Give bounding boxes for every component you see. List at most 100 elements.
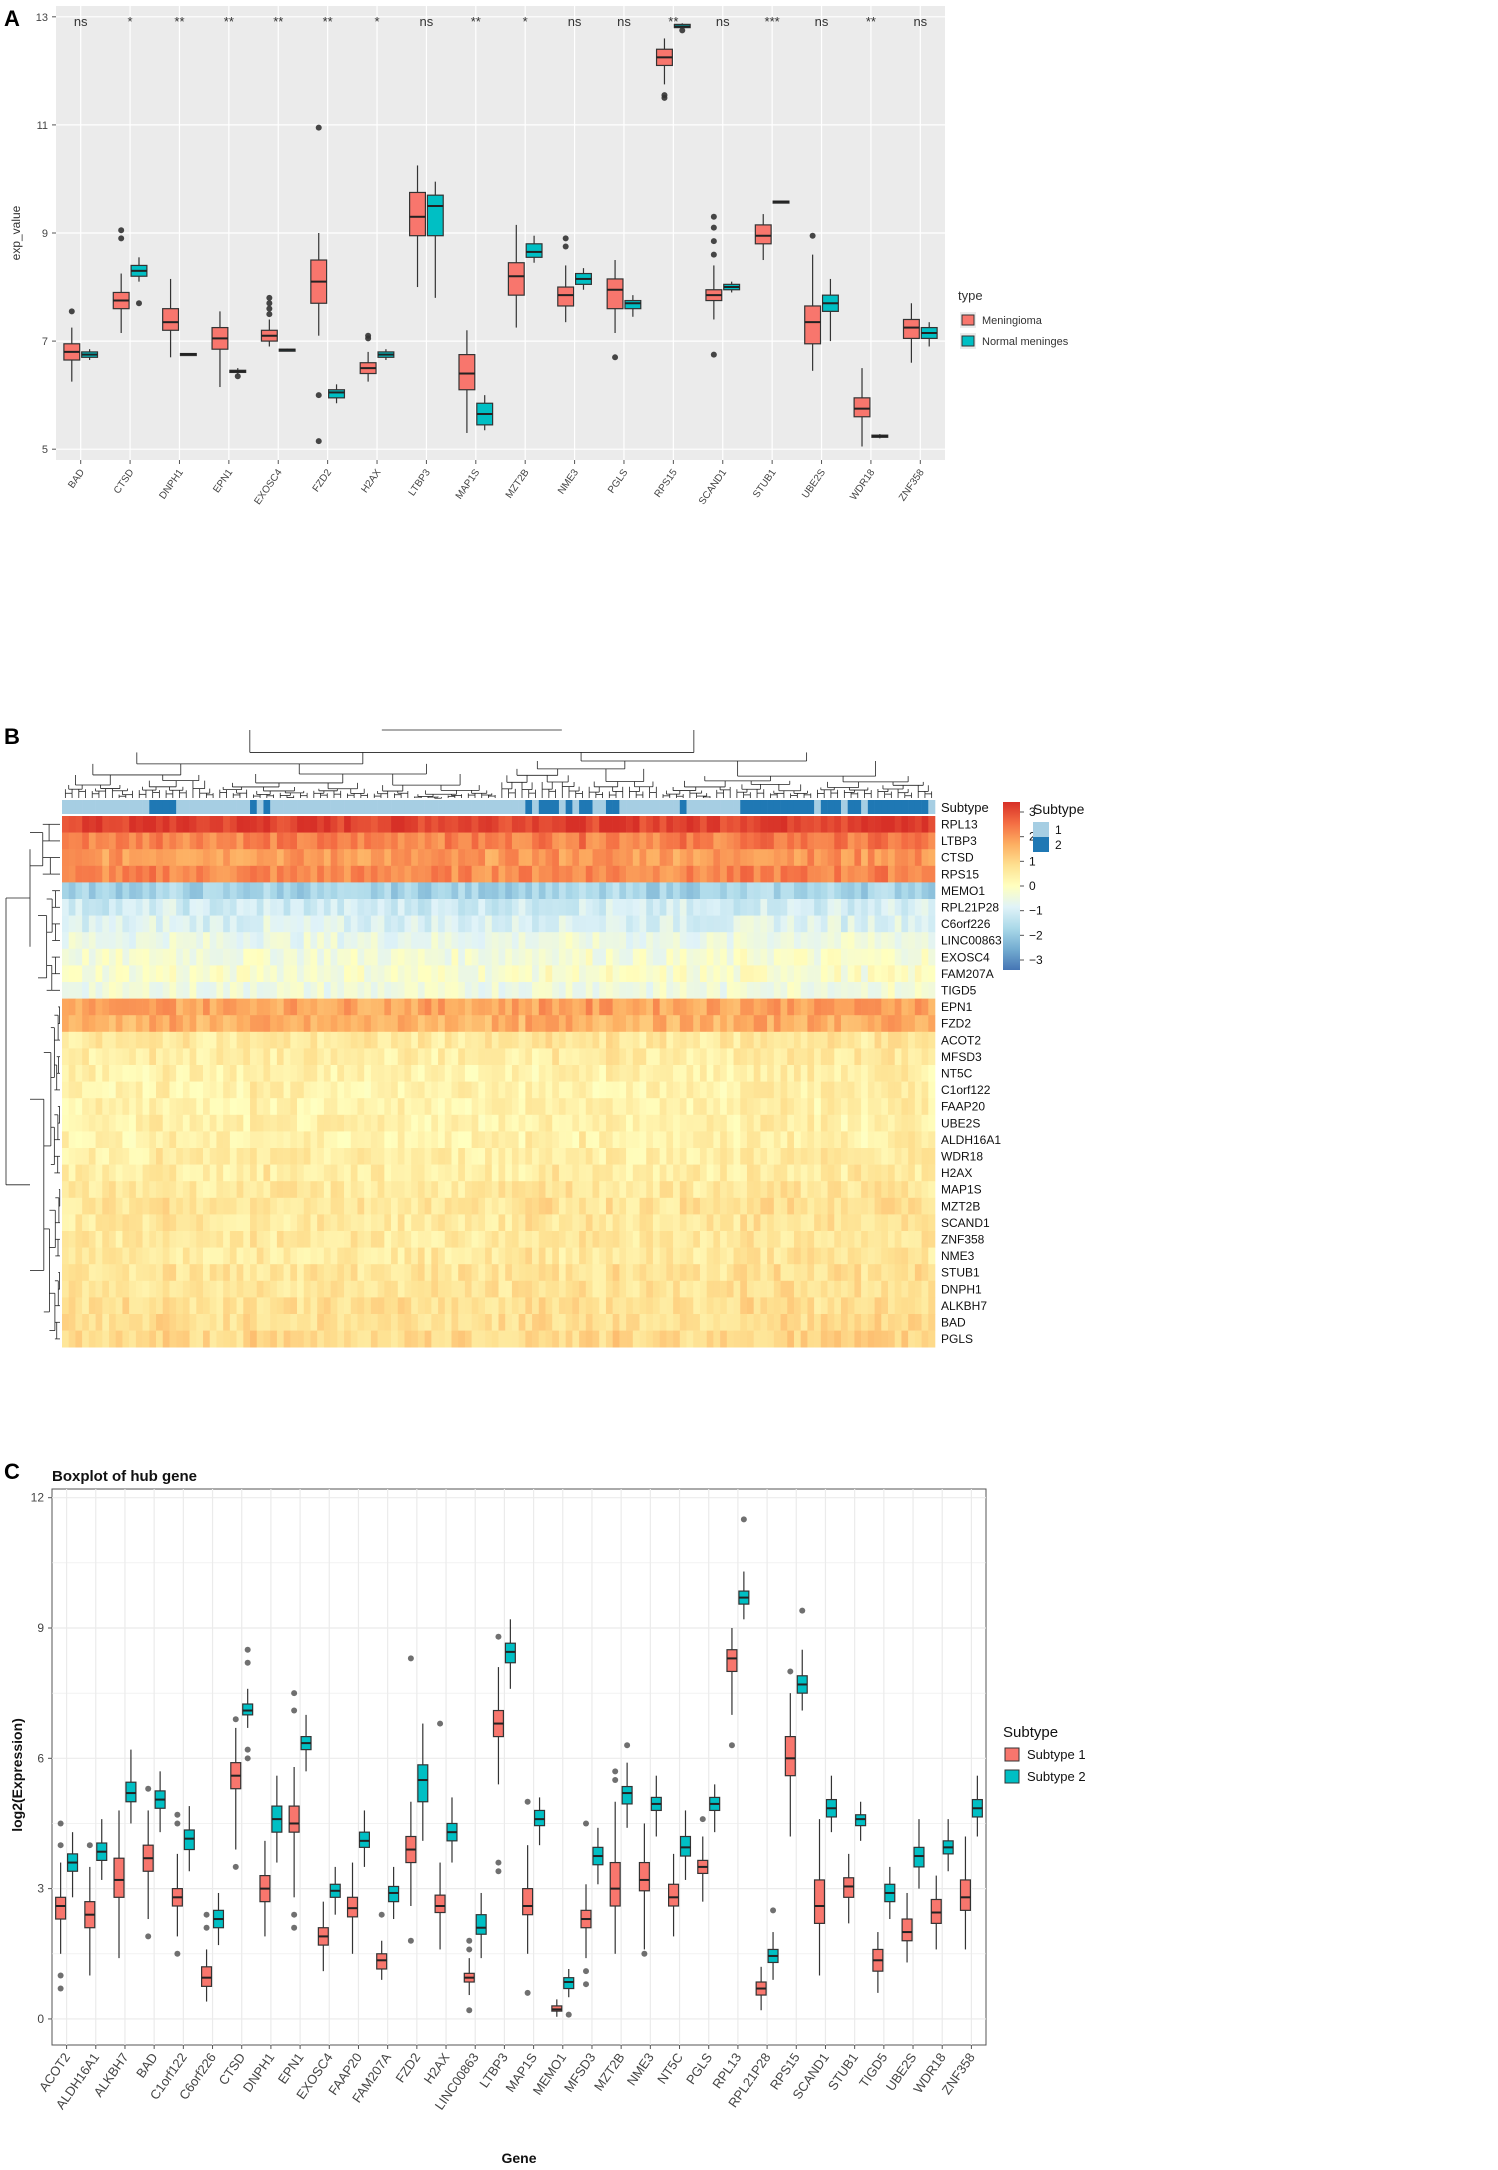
heatmap-cell xyxy=(518,965,526,983)
heatmap-cell xyxy=(646,849,654,867)
significance-label-epn1: ** xyxy=(224,14,234,29)
heatmap-cell xyxy=(760,998,768,1016)
heatmap-cell xyxy=(350,1231,358,1248)
heatmap-cell xyxy=(921,849,929,867)
heatmap-cell xyxy=(357,1114,365,1132)
heatmap-cell xyxy=(384,932,392,950)
heatmap-cell xyxy=(411,1314,419,1331)
subtype-annotation-cell xyxy=(518,800,526,814)
heatmap-cell xyxy=(189,1214,197,1232)
heatmap-cell xyxy=(572,1081,580,1099)
heatmap-cell xyxy=(129,899,137,916)
heatmap-cell xyxy=(370,1114,378,1132)
heatmap-cell xyxy=(720,1247,728,1265)
heatmap-cell xyxy=(807,998,815,1016)
heatmap-cell xyxy=(196,1098,204,1116)
heatmap-cell xyxy=(88,998,96,1016)
heatmap-cell xyxy=(686,882,694,900)
heatmap-cell xyxy=(861,849,869,867)
heatmap-row-linc00863 xyxy=(62,932,936,950)
heatmap-cell xyxy=(276,816,284,833)
heatmap-cell xyxy=(182,1231,190,1248)
heatmap-cell xyxy=(109,899,117,916)
heatmap-cell xyxy=(438,1297,446,1315)
heatmap-cell xyxy=(572,1031,580,1049)
heatmap-cell xyxy=(901,1197,909,1215)
row-label-rps15: RPS15 xyxy=(941,867,979,881)
heatmap-cell xyxy=(384,882,392,900)
heatmap-cell xyxy=(317,1048,325,1066)
subtype-annotation-cell xyxy=(424,800,432,814)
heatmap-cell xyxy=(115,1048,123,1066)
heatmap-cell xyxy=(592,965,600,983)
heatmap-cell xyxy=(679,882,687,900)
heatmap-cell xyxy=(216,1131,224,1149)
heatmap-cell xyxy=(417,1164,425,1182)
heatmap-cell xyxy=(317,832,325,850)
heatmap-cell xyxy=(914,1131,922,1149)
heatmap-cell xyxy=(276,1214,284,1232)
heatmap-cell xyxy=(209,1148,217,1165)
heatmap-cell xyxy=(404,865,412,883)
heatmap-cell xyxy=(250,1314,258,1331)
heatmap-cell xyxy=(203,1297,211,1315)
heatmap-cell xyxy=(894,882,902,900)
heatmap-cell xyxy=(800,998,808,1016)
outlier-point xyxy=(266,294,273,301)
heatmap-cell xyxy=(592,1214,600,1232)
heatmap-cell xyxy=(733,882,741,900)
heatmap-cell xyxy=(424,932,432,950)
heatmap-cell xyxy=(357,1098,365,1116)
heatmap-cell xyxy=(491,1148,499,1165)
outlier-point xyxy=(68,308,75,315)
heatmap-cell xyxy=(632,1164,640,1182)
heatmap-cell xyxy=(767,849,775,867)
heatmap-cell xyxy=(558,1081,566,1099)
heatmap-cell xyxy=(538,1114,546,1132)
heatmap-cell xyxy=(498,1114,506,1132)
heatmap-cell xyxy=(115,1231,123,1248)
heatmap-cell xyxy=(256,1264,264,1282)
heatmap-cell xyxy=(626,1098,634,1116)
row-label-znf358: ZNF358 xyxy=(941,1233,985,1247)
heatmap-cell xyxy=(444,1231,452,1248)
heatmap-cell xyxy=(626,915,634,933)
heatmap-cell xyxy=(236,1081,244,1099)
heatmap-cell xyxy=(377,1214,385,1232)
heatmap-cell xyxy=(706,982,714,999)
heatmap-cell xyxy=(303,849,311,867)
heatmap-cell xyxy=(391,1231,399,1248)
heatmap-cell xyxy=(505,982,513,999)
heatmap-cell xyxy=(854,998,862,1016)
heatmap-cell xyxy=(787,1181,795,1199)
heatmap-cell xyxy=(659,1065,667,1082)
heatmap-cell xyxy=(142,849,150,867)
heatmap-cell xyxy=(659,899,667,916)
heatmap-cell xyxy=(263,865,271,883)
heatmap-cell xyxy=(377,849,385,867)
heatmap-cell xyxy=(706,1197,714,1215)
heatmap-cell xyxy=(894,1247,902,1265)
heatmap-cell xyxy=(592,998,600,1016)
subtype-annotation-cell xyxy=(652,800,660,814)
heatmap-cell xyxy=(444,1131,452,1149)
heatmap-cell xyxy=(733,1098,741,1116)
heatmap-cell xyxy=(511,1131,519,1149)
heatmap-cell xyxy=(283,1065,291,1082)
heatmap-cell xyxy=(800,1148,808,1165)
heatmap-cell xyxy=(250,1065,258,1082)
heatmap-cell xyxy=(458,1264,466,1282)
heatmap-cell xyxy=(424,1297,432,1315)
heatmap-cell xyxy=(203,1181,211,1199)
heatmap-cell xyxy=(142,882,150,900)
heatmap-cell xyxy=(263,982,271,999)
heatmap-cell xyxy=(370,1015,378,1033)
heatmap-cell xyxy=(491,1214,499,1232)
heatmap-cell xyxy=(182,1065,190,1082)
heatmap-cell xyxy=(908,1015,916,1033)
heatmap-cell xyxy=(330,1247,338,1265)
heatmap-cell xyxy=(840,1197,848,1215)
heatmap-cell xyxy=(485,915,493,933)
heatmap-cell xyxy=(364,1197,372,1215)
heatmap-cell xyxy=(914,1098,922,1116)
